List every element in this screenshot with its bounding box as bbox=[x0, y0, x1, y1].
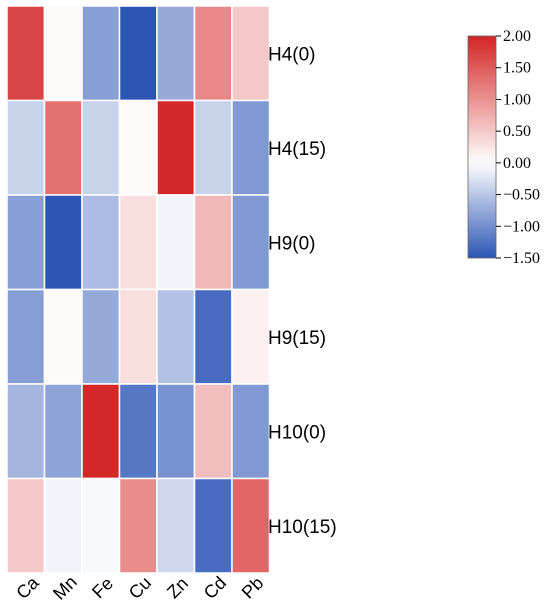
column-label: Cd bbox=[200, 573, 230, 603]
heatmap-cell-h415-zn bbox=[156, 99, 196, 196]
heatmap-cell-h1015-ca bbox=[6, 477, 46, 574]
heatmap-cell-h40-zn bbox=[156, 5, 196, 102]
heatmap-cell-h415-fe bbox=[81, 99, 121, 196]
column-label: Ca bbox=[12, 572, 43, 603]
colorbar-tick-label: −1.00 bbox=[503, 218, 540, 235]
heatmap-cell-h100-ca bbox=[6, 383, 46, 480]
heatmap-cell-h1015-zn bbox=[156, 477, 196, 574]
heatmap-cells bbox=[6, 5, 271, 574]
colorbar-tick-label: 0.50 bbox=[503, 123, 531, 140]
heatmap-cell-h100-mn bbox=[43, 383, 83, 480]
heatmap-cell-h915-mn bbox=[43, 288, 83, 385]
colorbar: 2.00 1.50 1.00 0.50 0.00 −0.50 −1.00 −1.50 bbox=[467, 28, 540, 267]
heatmap-cell-h415-ca bbox=[6, 99, 46, 196]
heatmap-cell-h1015-cu bbox=[118, 477, 158, 574]
heatmap-cell-h915-ca bbox=[6, 288, 46, 385]
heatmap-cell-h40-fe bbox=[81, 5, 121, 102]
heatmap-cell-h90-pb bbox=[231, 194, 271, 291]
heatmap-cell-h90-cd bbox=[193, 194, 233, 291]
heatmap-cell-h915-fe bbox=[81, 288, 121, 385]
heatmap-cell-h1015-fe bbox=[81, 477, 121, 574]
heatmap-cell-h915-cu bbox=[118, 288, 158, 385]
row-labels: H4(0) H4(15) H9(0) H9(15) H10(0) H10(15) bbox=[268, 44, 337, 538]
colorbar-tick-label: 0.00 bbox=[503, 155, 531, 172]
row-label: H4(15) bbox=[268, 139, 326, 160]
row-label: H9(15) bbox=[268, 328, 326, 349]
heatmap-cell-h915-cd bbox=[193, 288, 233, 385]
column-label: Pb bbox=[238, 573, 268, 603]
heatmap-cell-h90-ca bbox=[6, 194, 46, 291]
heatmap-cell-h40-cd bbox=[193, 5, 233, 102]
heatmap-cell-h40-ca bbox=[6, 5, 46, 102]
heatmap-cell-h40-cu bbox=[118, 5, 158, 102]
heatmap-cell-h100-pb bbox=[231, 383, 271, 480]
heatmap-cell-h1015-mn bbox=[43, 477, 83, 574]
row-label: H10(15) bbox=[268, 517, 337, 538]
colorbar-gradient bbox=[468, 36, 496, 258]
heatmap-cell-h915-zn bbox=[156, 288, 196, 385]
heatmap-cell-h100-cd bbox=[193, 383, 233, 480]
column-label: Zn bbox=[163, 573, 192, 602]
heatmap-cell-h1015-pb bbox=[231, 477, 271, 574]
colorbar-tick-label: 1.50 bbox=[503, 60, 531, 77]
heatmap-cell-h415-mn bbox=[43, 99, 83, 196]
colorbar-frame bbox=[467, 35, 497, 259]
column-label: Mn bbox=[49, 572, 81, 604]
colorbar-tick-label: 2.00 bbox=[503, 28, 531, 45]
colorbar-tick-label: −0.50 bbox=[503, 187, 540, 204]
heatmap-cell-h40-pb bbox=[231, 5, 271, 102]
column-label: Fe bbox=[88, 573, 117, 602]
heatmap-cell-h40-mn bbox=[43, 5, 83, 102]
heatmap-cell-h415-pb bbox=[231, 99, 271, 196]
row-label: H9(0) bbox=[268, 233, 316, 254]
column-labels: Ca Mn Fe Cu Zn Cd Pb bbox=[12, 572, 267, 604]
colorbar-tick-label: −1.50 bbox=[503, 250, 540, 267]
heatmap-cell-h1015-cd bbox=[193, 477, 233, 574]
heatmap-cell-h90-mn bbox=[43, 194, 83, 291]
column-label: Cu bbox=[125, 573, 155, 603]
heatmap-cell-h100-zn bbox=[156, 383, 196, 480]
colorbar-tick-label: 1.00 bbox=[503, 91, 531, 108]
heatmap-cell-h915-pb bbox=[231, 288, 271, 385]
heatmap-cell-h100-cu bbox=[118, 383, 158, 480]
row-label: H4(0) bbox=[268, 44, 316, 65]
row-label: H10(0) bbox=[268, 422, 326, 443]
heatmap-cell-h415-cd bbox=[193, 99, 233, 196]
heatmap-cell-h90-fe bbox=[81, 194, 121, 291]
heatmap-cell-h90-cu bbox=[118, 194, 158, 291]
heatmap-cell-h100-fe bbox=[81, 383, 121, 480]
heatmap-cell-h415-cu bbox=[118, 99, 158, 196]
heatmap-cell-h90-zn bbox=[156, 194, 196, 291]
